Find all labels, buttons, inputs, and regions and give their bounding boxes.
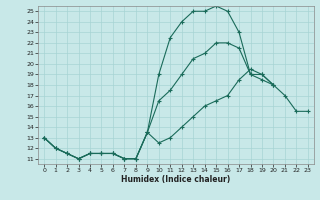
X-axis label: Humidex (Indice chaleur): Humidex (Indice chaleur) <box>121 175 231 184</box>
